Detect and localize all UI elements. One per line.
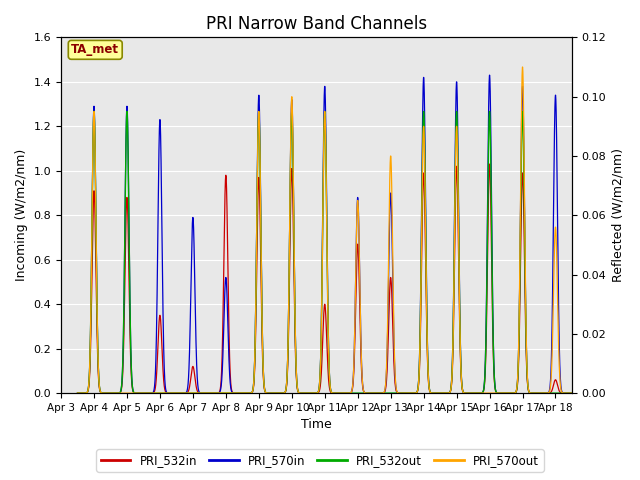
Legend: PRI_532in, PRI_570in, PRI_532out, PRI_570out: PRI_532in, PRI_570in, PRI_532out, PRI_57…	[96, 449, 544, 472]
X-axis label: Time: Time	[301, 419, 332, 432]
Y-axis label: Incoming (W/m2/nm): Incoming (W/m2/nm)	[15, 149, 28, 281]
Title: PRI Narrow Band Channels: PRI Narrow Band Channels	[206, 15, 427, 33]
Text: TA_met: TA_met	[71, 43, 119, 56]
Y-axis label: Reflected (W/m2/nm): Reflected (W/m2/nm)	[612, 148, 625, 282]
